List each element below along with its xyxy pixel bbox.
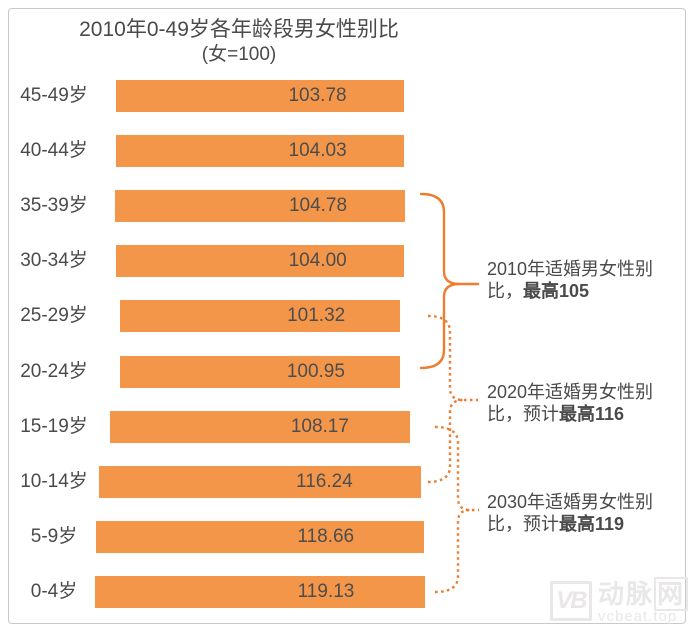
chart-subtitle: (女=100) — [201, 44, 277, 65]
watermark-site: vcbeat.top — [597, 608, 678, 625]
value-label: 104.78 — [288, 195, 348, 216]
value-label: 104.00 — [288, 250, 347, 271]
value-label: 116.24 — [296, 471, 353, 492]
value-label: 119.13 — [297, 581, 355, 602]
annotation-2020: 2020年适婚男女性别比，预计最高116 — [487, 381, 679, 425]
bar-10-14岁: 116.24 — [99, 466, 421, 498]
annotation-2030: 2030年适婚男女性别比，预计最高119 — [487, 491, 679, 535]
brace-2010-solid — [419, 192, 480, 370]
category-label: 15-19岁 — [20, 416, 88, 437]
annotation-2020-text: 2020年适婚男女性别比，预计 — [487, 382, 654, 424]
category-label: 45-49岁 — [20, 85, 88, 106]
watermark-brand: 动脉网 — [598, 577, 688, 611]
bar-5-9岁: 118.66 — [95, 521, 425, 553]
category-label: 40-44岁 — [20, 140, 88, 161]
annotation-2030-text: 2030年适婚男女性别比，预计 — [487, 492, 654, 534]
value-label: 103.78 — [288, 85, 347, 106]
value-label: 108.17 — [290, 416, 349, 437]
chart-title: 2010年0-49岁各年龄段男女性别比 — [79, 18, 399, 41]
category-label: 0-4岁 — [30, 581, 78, 602]
value-label: 118.66 — [297, 526, 355, 547]
brace-2020-dotted — [427, 314, 478, 484]
vb-logo-icon: VB — [549, 581, 592, 621]
bar-30-34岁: 104.00 — [116, 245, 405, 277]
bar-0-4岁: 119.13 — [95, 576, 425, 608]
category-label: 10-14岁 — [20, 471, 88, 492]
bar-20-24岁: 100.95 — [120, 356, 400, 388]
bar-25-29岁: 101.32 — [119, 300, 401, 332]
bar-35-39岁: 104.78 — [114, 190, 406, 222]
category-label: 20-24岁 — [20, 361, 88, 382]
category-label: 5-9岁 — [30, 526, 78, 547]
bar-15-19岁: 108.17 — [110, 411, 410, 443]
annotation-2010-highlight: 最高105 — [523, 281, 590, 301]
annotation-2010-text: 2010年适婚男女性别比， — [487, 259, 654, 301]
category-label: 35-39岁 — [20, 195, 88, 216]
value-label: 104.03 — [288, 140, 347, 161]
category-label: 25-29岁 — [20, 305, 88, 326]
annotation-2010: 2010年适婚男女性别比，最高105 — [487, 258, 679, 302]
brace-2030-dotted — [434, 425, 479, 594]
annotation-2020-highlight: 最高116 — [559, 404, 625, 424]
bar-40-44岁: 104.03 — [115, 135, 405, 167]
category-label: 30-34岁 — [20, 250, 88, 271]
bar-45-49岁: 103.78 — [116, 80, 404, 112]
vcbeat-watermark: VB 动脉网 vcbeat.top — [549, 577, 688, 625]
annotation-2030-highlight: 最高119 — [559, 514, 625, 534]
value-label: 101.32 — [287, 305, 346, 326]
value-label: 100.95 — [286, 361, 345, 382]
